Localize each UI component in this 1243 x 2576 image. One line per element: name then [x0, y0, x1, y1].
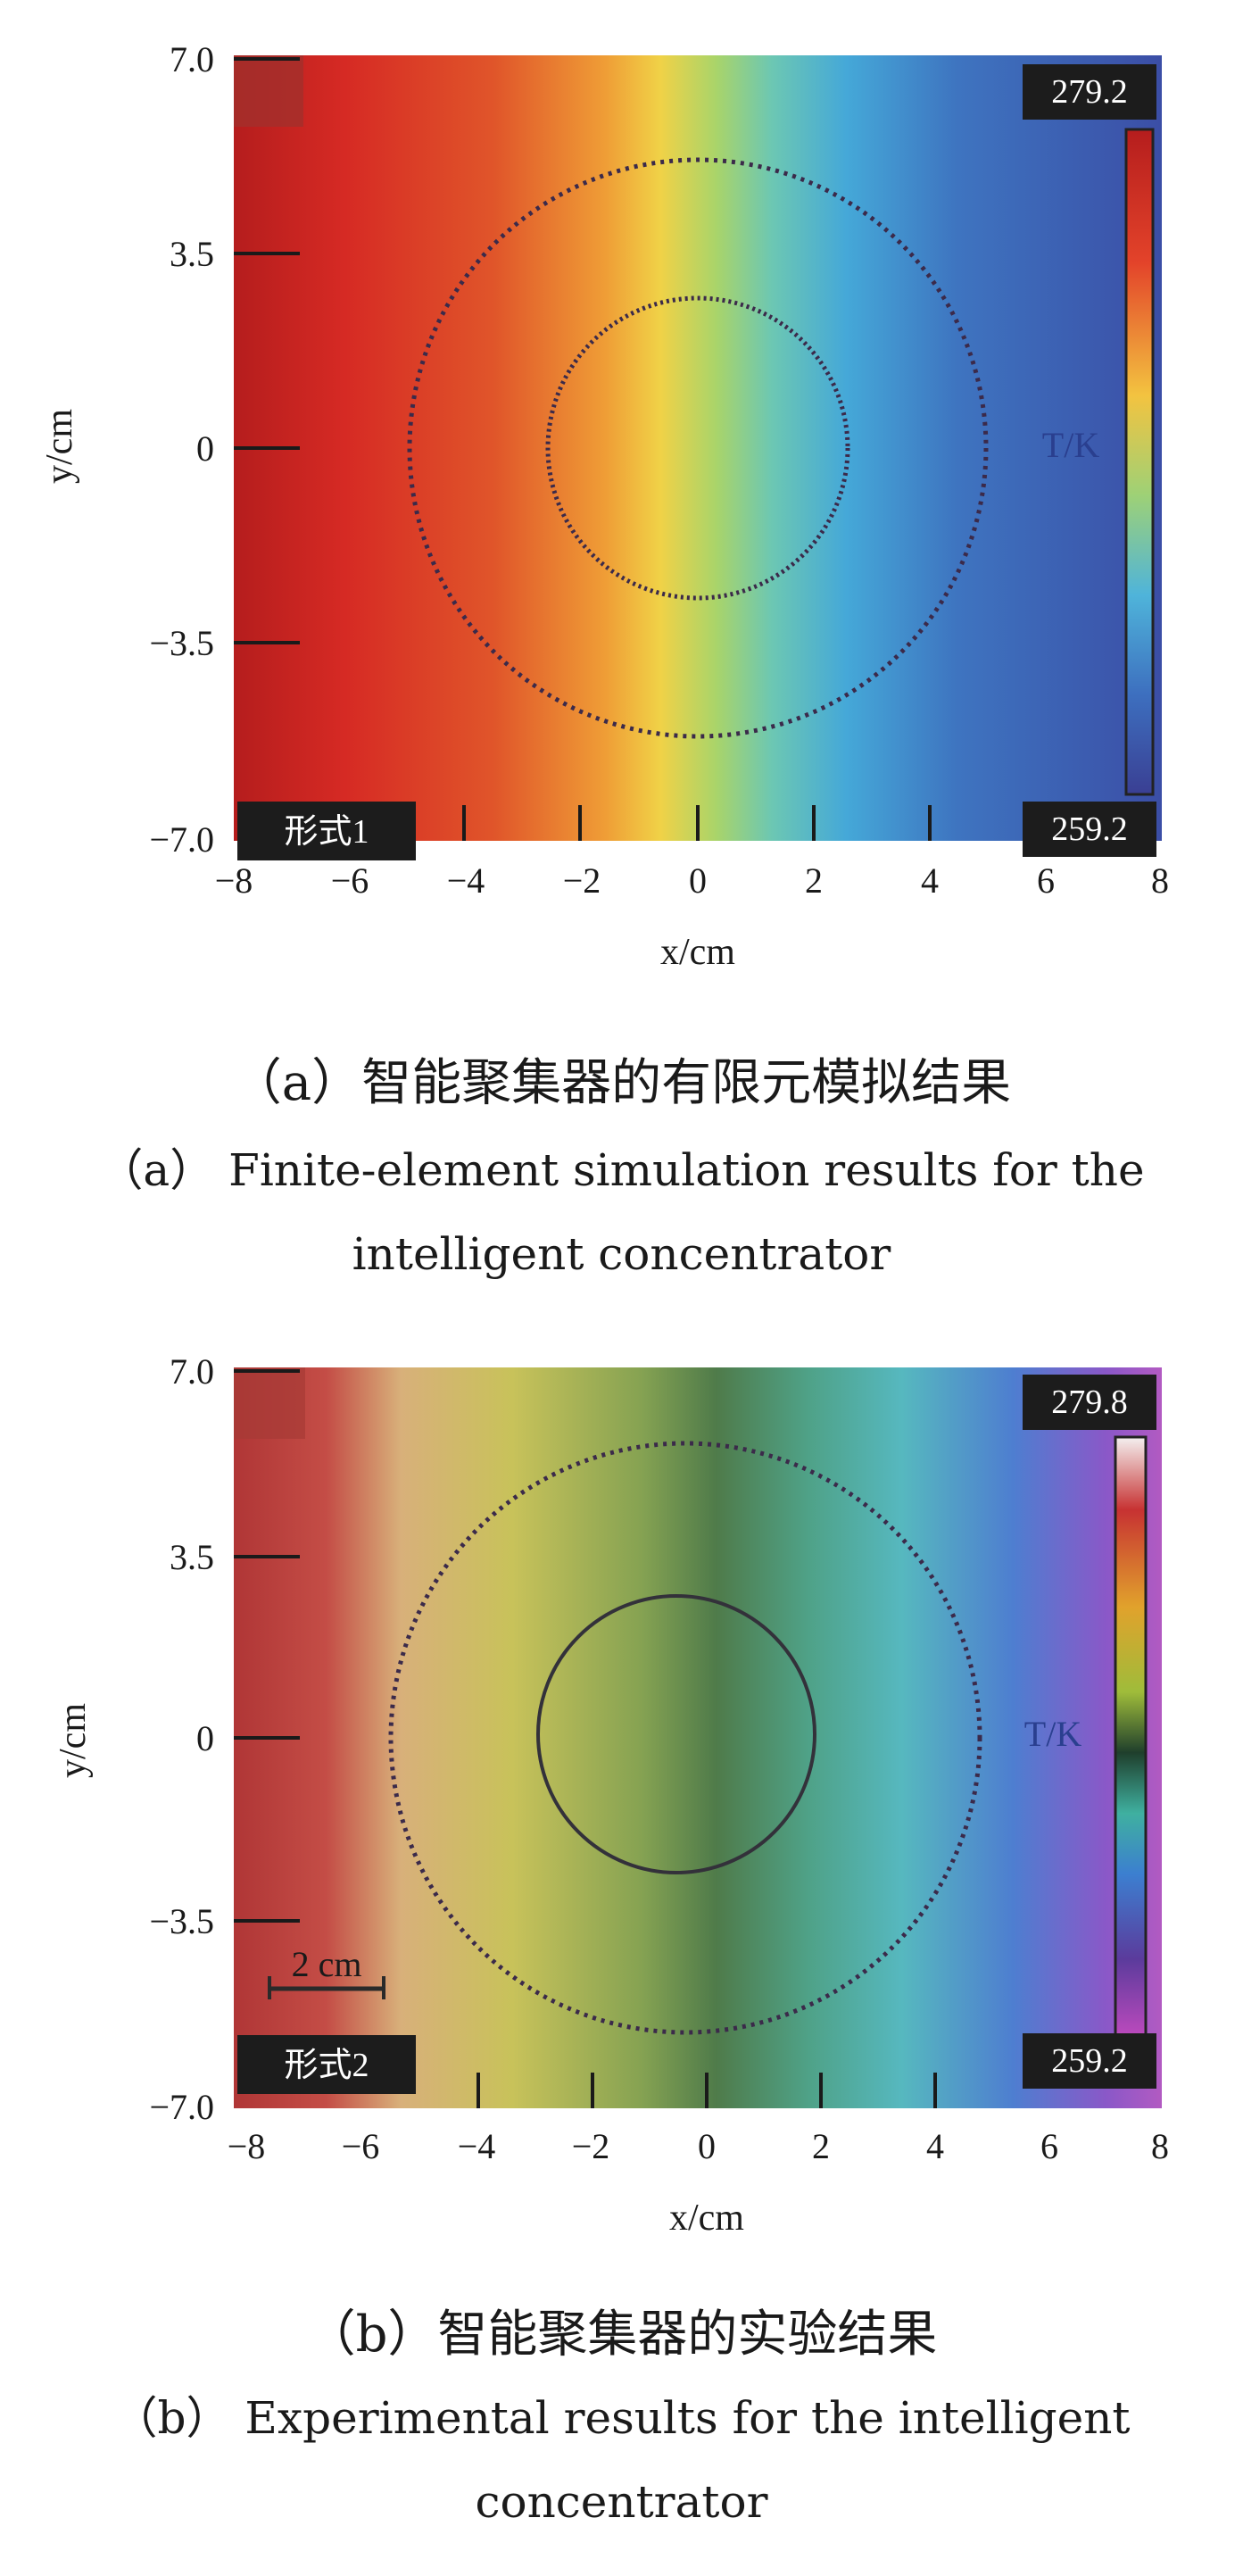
x-tick-label: 0 — [698, 2126, 716, 2166]
x-tick-label: 2 — [805, 860, 823, 901]
tag-label: 形式1 — [284, 813, 369, 851]
y-tick-label: −7.0 — [149, 819, 214, 860]
scale-bar-label: 2 cm — [292, 1944, 362, 1984]
y-axis-title: y/cm — [53, 1703, 94, 1778]
y-tick-label: −7.0 — [149, 2087, 214, 2127]
figure-panel-a: 7.0 3.5 0 −3.5 −7.0 y/cm −8 −6 −4 −2 0 2… — [39, 39, 1169, 1280]
y-tick-label: −3.5 — [149, 1901, 214, 1941]
colorbar-min: 259.2 — [1051, 810, 1128, 848]
colorbar-max-box — [1023, 64, 1156, 120]
x-tick-label: 0 — [689, 860, 707, 901]
x-tick-label: 4 — [926, 2126, 944, 2166]
x-tick-label: −2 — [572, 2126, 610, 2166]
x-tick-label: −4 — [458, 2126, 496, 2166]
y-tick-label: 3.5 — [170, 234, 214, 274]
tag-box — [237, 802, 416, 860]
colorbar — [1114, 1435, 1148, 2046]
caption-zh: （a）智能聚集器的有限元模拟结果 — [231, 1054, 1012, 1112]
colorbar-min-box — [1023, 802, 1156, 857]
heatmap-a: 7.0 3.5 0 −3.5 −7.0 y/cm −8 −6 −4 −2 0 2… — [39, 39, 1169, 973]
colorbar-max-box — [1023, 1375, 1156, 1430]
heatmap-b: 7.0 3.5 0 −3.5 −7.0 y/cm −8 −6 −4 −2 0 2… — [53, 1351, 1169, 2239]
colorbar-max: 279.2 — [1051, 73, 1128, 111]
y-tick-label: 0 — [196, 428, 214, 469]
tag-box — [237, 2035, 416, 2094]
caption-en-line1: （a） Finite-element simulation results fo… — [98, 1144, 1145, 1196]
heatmap-field — [234, 1367, 1162, 2108]
x-tick-label: 8 — [1151, 2126, 1169, 2166]
x-tick-label: 2 — [812, 2126, 830, 2166]
outer-circle — [388, 1441, 982, 2035]
x-axis-a: −8 −6 −4 −2 0 2 4 6 8 x/cm — [215, 805, 1169, 973]
x-tick-label: −2 — [563, 860, 601, 901]
x-tick-label: 6 — [1040, 2126, 1058, 2166]
caption-en-line2: intelligent concentrator — [352, 1228, 891, 1280]
tag-label: 形式2 — [284, 2047, 369, 2084]
caption-zh: （b）智能聚集器的实验结果 — [305, 2306, 938, 2364]
x-axis-b: −8 −6 −4 −2 0 2 4 6 8 x/cm — [228, 2073, 1169, 2239]
y-axis-b: 7.0 3.5 0 −3.5 −7.0 y/cm — [53, 1351, 300, 2127]
corner-patch — [234, 1367, 305, 1439]
x-axis-title: x/cm — [669, 2198, 744, 2239]
y-axis-a: 7.0 3.5 0 −3.5 −7.0 y/cm — [39, 39, 300, 860]
colorbar-title: T/K — [1024, 1714, 1082, 1754]
caption-en-line2: concentrator — [475, 2476, 768, 2528]
inner-circle — [536, 1594, 816, 1874]
x-tick-label: −8 — [228, 2126, 266, 2166]
colorbar — [1124, 128, 1155, 796]
inner-circle — [545, 295, 850, 601]
x-tick-label: −8 — [215, 860, 253, 901]
colorbar-max: 279.8 — [1051, 1384, 1128, 1421]
y-axis-title: y/cm — [39, 409, 80, 484]
x-tick-label: −4 — [447, 860, 485, 901]
y-tick-label: 0 — [196, 1718, 214, 1758]
y-tick-label: −3.5 — [149, 623, 214, 663]
x-tick-label: 6 — [1037, 860, 1055, 901]
heatmap-field — [234, 55, 1162, 841]
x-tick-label: −6 — [342, 2126, 380, 2166]
x-tick-label: 8 — [1151, 860, 1169, 901]
x-tick-label: 4 — [921, 860, 939, 901]
caption-en-line1: （b） Experimental results for the intelli… — [112, 2392, 1131, 2444]
figure-panel-b: 7.0 3.5 0 −3.5 −7.0 y/cm −8 −6 −4 −2 0 2… — [0, 1321, 1243, 2576]
x-axis-title: x/cm — [660, 932, 735, 973]
outer-circle — [407, 157, 989, 739]
y-tick-label: 7.0 — [170, 1351, 214, 1392]
y-tick-label: 7.0 — [170, 39, 214, 79]
colorbar-min-box — [1023, 2033, 1156, 2089]
x-tick-label: −6 — [331, 860, 369, 901]
colorbar-min: 259.2 — [1051, 2042, 1128, 2080]
colorbar-title: T/K — [1042, 425, 1100, 465]
y-tick-label: 3.5 — [170, 1537, 214, 1577]
corner-patch — [234, 55, 303, 127]
